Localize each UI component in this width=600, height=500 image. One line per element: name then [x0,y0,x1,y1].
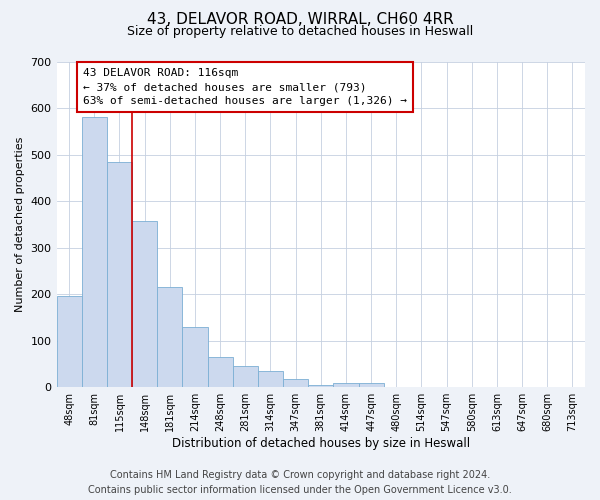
Bar [334,382,359,387]
Bar [182,326,208,387]
X-axis label: Distribution of detached houses by size in Heswall: Distribution of detached houses by size … [172,437,470,450]
Y-axis label: Number of detached properties: Number of detached properties [15,136,25,312]
Text: Size of property relative to detached houses in Heswall: Size of property relative to detached ho… [127,25,473,38]
Bar [56,296,82,387]
Bar [82,118,107,387]
Text: 43 DELAVOR ROAD: 116sqm
← 37% of detached houses are smaller (793)
63% of semi-d: 43 DELAVOR ROAD: 116sqm ← 37% of detache… [83,68,407,106]
Bar [157,287,182,387]
Bar [233,366,258,387]
Text: 43, DELAVOR ROAD, WIRRAL, CH60 4RR: 43, DELAVOR ROAD, WIRRAL, CH60 4RR [146,12,454,28]
Bar [208,357,233,387]
Bar [283,380,308,387]
Bar [308,385,334,387]
Bar [107,162,132,387]
Bar [359,384,383,387]
Bar [132,221,157,387]
Text: Contains HM Land Registry data © Crown copyright and database right 2024.
Contai: Contains HM Land Registry data © Crown c… [88,470,512,495]
Bar [258,371,283,387]
